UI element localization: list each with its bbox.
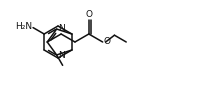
Text: N: N [58, 51, 65, 60]
Text: H₂N: H₂N [15, 22, 32, 31]
Text: N: N [58, 24, 65, 33]
Text: O: O [86, 10, 93, 19]
Text: O: O [104, 37, 111, 46]
